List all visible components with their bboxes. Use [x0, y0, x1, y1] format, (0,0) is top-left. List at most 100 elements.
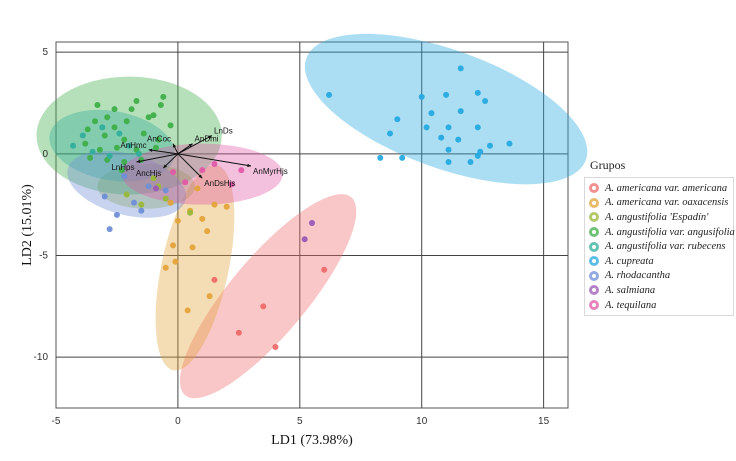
legend-swatch: [589, 227, 599, 238]
data-point: [272, 344, 279, 350]
loading-arrowhead: [148, 148, 153, 152]
data-point: [187, 209, 194, 216]
data-point: [118, 167, 125, 174]
ellipse-a-americana-var-oaxacensis: [155, 164, 235, 371]
data-point: [99, 124, 106, 131]
data-point: [321, 266, 328, 273]
loading-vectors: LnDs AnMyrHjs AnDsHjs LnHps AnHmc AncHjs AnDmi…: [111, 127, 287, 189]
data-point: [155, 136, 162, 143]
legend-swatch-dot: [592, 230, 596, 235]
loading-arrow: [148, 149, 178, 155]
data-point: [438, 134, 445, 141]
data-point: [131, 199, 138, 206]
legend-label: A. americana var. americana: [605, 182, 728, 194]
ellipse-a-americana-var-americana: [179, 194, 357, 399]
ellipse-a-cupreata: [304, 33, 588, 185]
data-point: [150, 112, 157, 119]
data-point: [89, 148, 96, 155]
legend-item: A. americana var. americana: [589, 181, 729, 196]
data-point: [394, 116, 401, 123]
legend-swatch: [589, 212, 599, 223]
data-point: [70, 142, 77, 149]
loading-label: LnHps: [111, 163, 134, 172]
loading-arrowhead: [188, 143, 193, 148]
legend-swatch: [589, 285, 599, 296]
loading-arrowhead: [173, 143, 177, 148]
loading-arrowhead: [247, 163, 252, 168]
data-point: [455, 136, 462, 143]
loading-arrowhead: [208, 135, 213, 139]
legend-swatch: [589, 270, 599, 281]
legend-label: A. tequilana: [605, 299, 657, 311]
data-point: [121, 173, 128, 180]
data-point: [106, 152, 113, 159]
y-axis-title: LD2 (15.01%): [20, 184, 35, 266]
data-point: [238, 167, 245, 174]
data-point: [113, 211, 120, 218]
data-point: [113, 144, 120, 151]
legend-label: A. americana var. oaxacensis: [605, 197, 729, 209]
data-point: [199, 167, 206, 174]
data-point: [111, 106, 118, 113]
legend-swatch-dot: [592, 273, 596, 278]
data-point: [123, 118, 130, 125]
data-point: [211, 276, 218, 283]
data-point: [377, 154, 384, 161]
data-point: [87, 154, 94, 161]
legend-label: A. angustifolia var. rubecens: [605, 241, 726, 253]
legend-item: A. angustifolia var. angusifolia: [589, 225, 735, 240]
data-point: [235, 329, 242, 336]
loading-label: AnDsHjs: [204, 179, 235, 188]
data-points: [70, 65, 513, 350]
x-tick-label: 5: [297, 416, 303, 427]
data-point: [84, 126, 91, 133]
data-point: [474, 152, 481, 159]
data-point: [428, 110, 435, 117]
legend-swatch: [589, 241, 599, 252]
loading-arrow: [136, 153, 179, 163]
data-point: [152, 185, 159, 192]
data-point: [126, 142, 133, 149]
data-point: [145, 114, 152, 121]
data-point: [206, 293, 213, 300]
x-tick-label: 15: [538, 416, 550, 427]
data-point: [194, 185, 201, 192]
data-point: [443, 91, 450, 98]
ellipse-a-rhodacantha: [67, 150, 187, 218]
data-point: [150, 175, 157, 182]
data-point: [170, 169, 177, 176]
data-point: [474, 89, 481, 96]
data-point: [160, 93, 167, 100]
legend-swatch: [589, 256, 599, 267]
x-tick-label: 10: [416, 416, 428, 427]
data-point: [133, 97, 140, 104]
data-point: [482, 97, 489, 104]
data-point: [138, 207, 145, 214]
data-point: [82, 140, 89, 147]
y-tick-label: 5: [42, 47, 48, 58]
data-point: [467, 158, 474, 165]
x-axis-title: LD1 (73.98%): [271, 433, 353, 448]
data-point: [170, 242, 177, 249]
data-point: [167, 199, 174, 206]
ellipse-a-angustifolia-var-rubecens: [49, 109, 175, 182]
legend-title: Grupos: [590, 158, 626, 172]
data-point: [423, 124, 430, 131]
legend-swatch-dot: [592, 244, 596, 249]
x-tick-label: 0: [175, 416, 181, 427]
data-point: [79, 132, 86, 139]
loading-arrow: [177, 153, 203, 179]
loading-label: AnCoc: [147, 135, 171, 144]
legend-item: A. angustifolia var. rubecens: [589, 239, 729, 254]
data-point: [162, 264, 169, 271]
legend-swatch-dot: [592, 259, 596, 264]
data-point: [445, 158, 452, 165]
data-point: [223, 203, 230, 210]
data-point: [104, 114, 111, 121]
data-point: [96, 146, 103, 153]
data-point: [138, 201, 145, 208]
y-tick-label: -10: [34, 352, 49, 363]
data-point: [387, 130, 394, 137]
legend-item: A. salmiana: [589, 283, 729, 298]
